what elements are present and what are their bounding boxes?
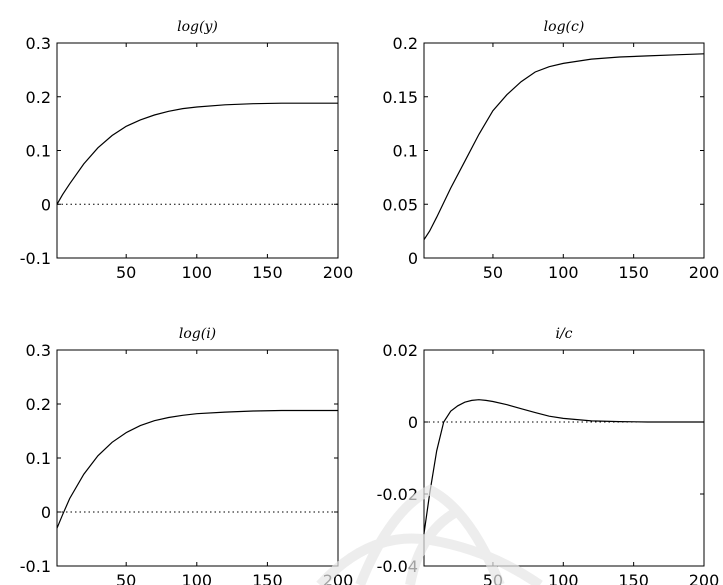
y-tick-label: -0.1	[20, 249, 51, 268]
axes-box-1	[56, 42, 339, 259]
chart-title-4: i/c	[555, 326, 572, 342]
y-tick-label: 0.15	[382, 88, 418, 107]
x-tick-label: 200	[323, 263, 354, 282]
series-line-2	[423, 53, 705, 241]
y-tick-label: 0	[41, 503, 51, 522]
y-tick-label: 0.02	[382, 341, 418, 360]
y-tick-label: 0.3	[26, 34, 51, 53]
x-tick-label: 100	[548, 263, 579, 282]
y-tick-label: 0	[408, 413, 418, 432]
chart-title-1: log(y)	[177, 19, 218, 35]
chart-title-3: log(i)	[179, 326, 216, 342]
y-tick-label: -0.02	[377, 485, 418, 504]
x-tick-label: 200	[689, 263, 720, 282]
axes-box-4	[423, 349, 705, 567]
x-tick-label: 100	[182, 263, 213, 282]
x-tick-label: 150	[618, 263, 649, 282]
series-line-3	[56, 409, 338, 529]
y-tick-label: 0.1	[393, 142, 418, 161]
y-tick-label: 0.2	[26, 88, 51, 107]
y-tick-label: 0.1	[26, 449, 51, 468]
axes-box-2	[423, 42, 705, 259]
x-tick-label: 150	[618, 571, 649, 585]
axes-box-3	[56, 349, 339, 567]
y-tick-label: 0.1	[26, 142, 51, 161]
x-tick-label: 50	[116, 571, 136, 585]
y-tick-label: -0.04	[377, 557, 418, 576]
y-tick-label: -0.1	[20, 557, 51, 576]
x-tick-label: 100	[182, 571, 213, 585]
y-tick-label: 0	[41, 195, 51, 214]
x-tick-label: 200	[689, 571, 720, 585]
x-tick-label: 50	[483, 263, 503, 282]
y-tick-label: 0.3	[26, 341, 51, 360]
x-tick-label: 150	[252, 263, 283, 282]
series-line-4	[423, 399, 704, 534]
watermark-logo	[316, 484, 543, 585]
x-tick-label: 50	[116, 263, 136, 282]
chart-title-2: log(c)	[544, 19, 585, 35]
x-tick-label: 100	[548, 571, 579, 585]
y-tick-label: 0.2	[393, 34, 418, 53]
y-tick-label: 0.05	[382, 195, 418, 214]
y-tick-label: 0.2	[26, 395, 51, 414]
x-tick-label: 150	[252, 571, 283, 585]
series-line-1	[56, 102, 338, 205]
y-tick-label: 0	[408, 249, 418, 268]
